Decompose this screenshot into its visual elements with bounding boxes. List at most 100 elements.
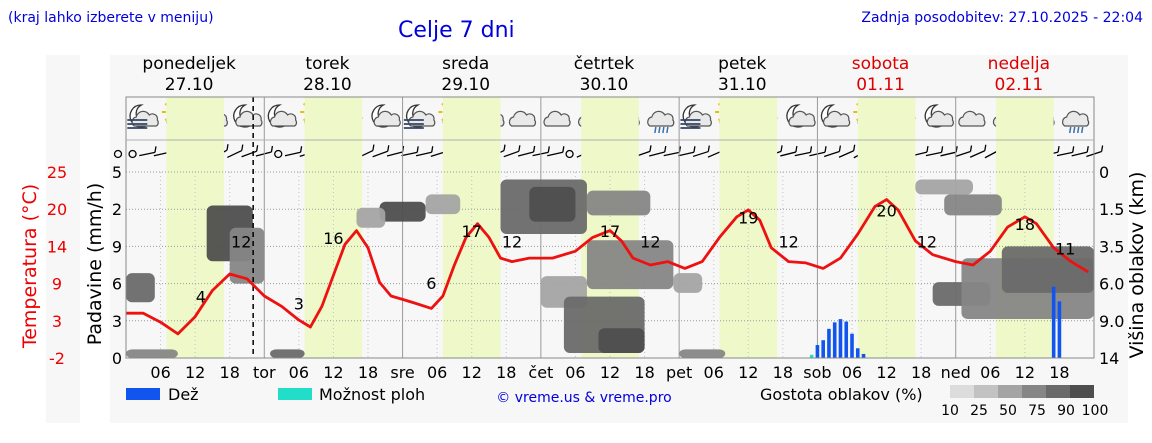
cloud-area — [126, 349, 178, 358]
x-tick-label: 06 — [980, 363, 1000, 382]
cloud-icon — [543, 110, 571, 127]
rain-bar — [1051, 286, 1056, 358]
axes: 25 20 14 9 3 -2 Temperatura (°C) 5 2 9 6 3 0 Padavine… — [19, 163, 1148, 382]
left-side-panel — [46, 55, 80, 423]
x-tick-label: sre — [390, 363, 414, 382]
temp-tick-label: 3 — [52, 312, 62, 331]
temperature-label: 12 — [917, 233, 937, 252]
cloud-icon — [508, 110, 537, 127]
rain-bar — [821, 340, 825, 358]
x-tick-label: 12 — [876, 363, 896, 382]
temp-tick-label: -2 — [49, 349, 65, 368]
wind-barb — [780, 145, 798, 157]
rain-legend-swatch — [126, 388, 160, 400]
day-date: 31.10 — [718, 75, 767, 95]
cloud-area — [1001, 246, 1094, 293]
day-date: 27.10 — [165, 75, 214, 95]
rain-bar — [815, 345, 820, 358]
x-tick-label: 06 — [427, 363, 447, 382]
cloud-density-swatch — [998, 385, 1022, 398]
rain-bar — [827, 328, 831, 358]
x-tick-label: 06 — [565, 363, 585, 382]
wind-barb — [955, 145, 973, 158]
plot-area: 4 12 3 16 6 17 12 17 12 19 12 20 12 18 11 — [125, 96, 1095, 359]
day-name: torek — [305, 54, 349, 74]
cloud-density-tick: 10 — [941, 403, 959, 419]
moon-cloud-fog-icon — [680, 104, 712, 129]
cloud-axis-title: Višina oblakov (km) — [1126, 172, 1148, 359]
region-note: (kraj lahko izberete v meniju) — [8, 10, 214, 26]
x-tick-label: ned — [941, 363, 971, 382]
moon-cloud-icon — [924, 104, 954, 128]
wind-barb — [401, 146, 419, 157]
day-date: 02.11 — [995, 75, 1044, 95]
wind-barb — [1056, 146, 1075, 157]
day-date: 01.11 — [856, 75, 905, 95]
wind-barb — [503, 145, 521, 158]
cloud-area — [673, 273, 703, 293]
temperature-label: 4 — [196, 288, 206, 307]
temperature-label: 17 — [600, 222, 620, 241]
wind-barb — [517, 145, 536, 157]
temperature-label: 12 — [502, 233, 522, 252]
temperature-label: 19 — [738, 208, 758, 227]
moon-cloud-fog-icon — [403, 104, 436, 129]
x-tick-label: 12 — [185, 363, 205, 382]
credit-text: © vreme.us & vreme.pro — [496, 390, 671, 406]
x-tick-label: 12 — [738, 363, 758, 382]
temperature-label: 17 — [462, 222, 482, 241]
wind-barb — [415, 146, 434, 157]
x-tick-label: 18 — [1049, 363, 1069, 382]
cloud-density-swatch — [950, 385, 974, 398]
cloud-area — [229, 227, 265, 284]
rain-bar — [861, 353, 866, 358]
x-tick-label: 06 — [150, 363, 170, 382]
wind-barb — [940, 146, 958, 157]
wind-barb — [284, 146, 303, 157]
cloud-density-tick: 75 — [1028, 403, 1046, 419]
x-tick-label: 12 — [462, 363, 482, 382]
x-tick-label: 06 — [704, 363, 724, 382]
cloud-area — [529, 186, 576, 222]
temperature-label: 11 — [1055, 239, 1075, 258]
temperature-label: 12 — [778, 233, 798, 252]
x-tick-label: 18 — [220, 363, 240, 382]
x-tick-label: sob — [803, 363, 831, 382]
wind-barb — [692, 145, 710, 158]
precip-tick-label: 0 — [112, 349, 122, 368]
cloud-icon — [958, 110, 986, 127]
temperature-label: 3 — [294, 295, 304, 314]
wind-barb — [255, 145, 274, 157]
day-date: 30.10 — [580, 75, 629, 95]
wind-barb — [547, 146, 565, 157]
day-name: nedelja — [988, 54, 1050, 74]
rain-bar — [838, 319, 843, 358]
wind-barb — [227, 144, 244, 159]
cloud-area — [915, 179, 973, 195]
temp-axis-title: Temperatura (°C) — [19, 184, 41, 349]
temperature-label: 16 — [323, 229, 343, 248]
shower-bar — [809, 354, 814, 358]
cloud-rain-icon — [647, 110, 675, 134]
wind-barb — [1071, 146, 1089, 157]
cloud-density-swatch — [1022, 385, 1046, 398]
cloud-density-title: Gostota oblakov (%) — [760, 385, 923, 404]
x-tick-label: 18 — [496, 363, 516, 382]
last-updated: Zadnja posodobitev: 27.10.2025 - 22:04 — [861, 10, 1143, 26]
x-tick-label: 12 — [600, 363, 620, 382]
cloud-area — [586, 190, 651, 216]
cloud-density-tick: 25 — [970, 403, 988, 419]
cloud-area — [356, 207, 386, 228]
wind-barb — [241, 145, 259, 158]
day-date: 28.10 — [303, 75, 352, 95]
cloud-density-swatch — [974, 385, 998, 398]
day-date: 29.10 — [441, 75, 490, 95]
x-tick-label: 18 — [773, 363, 793, 382]
cloud-area — [598, 328, 645, 354]
temperature-label: 6 — [426, 274, 436, 293]
x-tick-label: 18 — [634, 363, 654, 382]
cloud-density-swatch — [1070, 385, 1094, 398]
temp-tick-label: 25 — [47, 163, 67, 182]
